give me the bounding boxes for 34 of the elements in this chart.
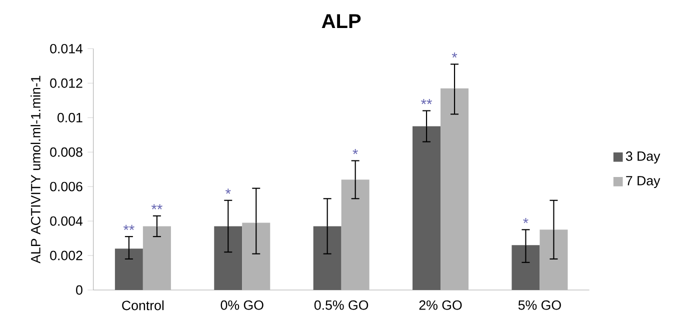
y-tick-label: 0.014 bbox=[50, 44, 83, 54]
bar bbox=[341, 180, 370, 290]
x-tick-label: 2% GO bbox=[419, 300, 462, 310]
bar bbox=[313, 226, 342, 290]
bar bbox=[214, 226, 242, 290]
annotation: ** bbox=[123, 224, 134, 230]
bar bbox=[114, 248, 143, 290]
annotation: * bbox=[452, 52, 458, 58]
annotation: * bbox=[523, 218, 528, 224]
bar bbox=[440, 88, 469, 290]
x-tick-label: 0.5% GO bbox=[314, 300, 368, 310]
chart-title: ALP bbox=[322, 14, 361, 28]
bar bbox=[142, 226, 171, 290]
bar bbox=[412, 126, 441, 290]
y-axis-title: ALP ACTIVITY umol.ml-1.min-1 bbox=[30, 76, 40, 264]
annotation: * bbox=[352, 149, 358, 154]
y-tick-label: 0.004 bbox=[50, 216, 83, 226]
y-tick-label: 0.006 bbox=[50, 182, 82, 192]
annotation: ** bbox=[421, 99, 432, 104]
y-tick-label: 0.012 bbox=[50, 78, 82, 88]
y-tick-label: 0.01 bbox=[58, 112, 82, 122]
y-tick-label: 0.002 bbox=[50, 250, 82, 260]
bar bbox=[242, 222, 270, 290]
bar bbox=[512, 245, 540, 290]
y-tick-label: 0.008 bbox=[50, 147, 82, 157]
legend-label: 3 Day bbox=[626, 151, 660, 164]
bar bbox=[540, 230, 568, 290]
legend-label: 7 Day bbox=[626, 176, 660, 188]
annotation: ** bbox=[151, 204, 162, 210]
x-tick-label: 5% GO bbox=[518, 300, 561, 310]
y-tick-label: 0 bbox=[76, 285, 82, 295]
x-tick-label: Control bbox=[122, 300, 164, 310]
annotation: * bbox=[226, 188, 231, 194]
x-tick-label: 0% GO bbox=[220, 300, 264, 310]
